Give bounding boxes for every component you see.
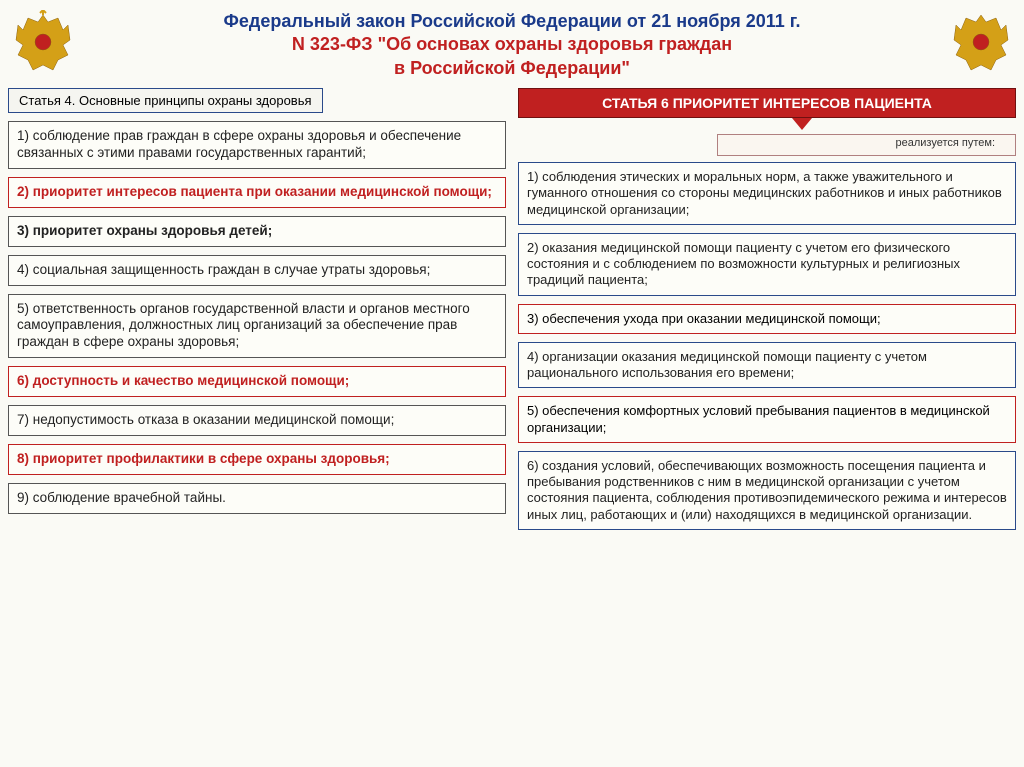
art4-item-1: 1) соблюдение прав граждан в сфере охран… (8, 121, 506, 169)
columns: Статья 4. Основные принципы охраны здоро… (0, 88, 1024, 538)
art6-item-2: 2) оказания медицинской помощи пациенту … (518, 233, 1016, 296)
title-line-2: N 323-ФЗ "Об основах охраны здоровья гра… (80, 33, 944, 56)
column-article-4: Статья 4. Основные принципы охраны здоро… (8, 88, 506, 538)
art6-item-5: 5) обеспечения комфортных условий пребыв… (518, 396, 1016, 443)
art4-item-4: 4) социальная защищенность граждан в слу… (8, 255, 506, 286)
infographic-page: Федеральный закон Российской Федерации о… (0, 0, 1024, 767)
title-line-3: в Российской Федерации" (80, 57, 944, 80)
arrow-down-icon (792, 118, 812, 130)
article6-badge: СТАТЬЯ 6 ПРИОРИТЕТ ИНТЕРЕСОВ ПАЦИЕНТА (518, 88, 1016, 118)
art4-item-8: 8) приоритет профилактики в сфере охраны… (8, 444, 506, 475)
art6-item-4: 4) организации оказания медицинской помо… (518, 342, 1016, 389)
title-line-1: Федеральный закон Российской Федерации о… (80, 10, 944, 33)
art4-item-9: 9) соблюдение врачебной тайны. (8, 483, 506, 514)
art4-item-5: 5) ответственность органов государственн… (8, 294, 506, 359)
art6-item-1: 1) соблюдения этических и моральных норм… (518, 162, 1016, 225)
art4-item-2: 2) приоритет интересов пациента при оказ… (8, 177, 506, 208)
art4-item-7: 7) недопустимость отказа в оказании меди… (8, 405, 506, 436)
art6-item-3: 3) обеспечения ухода при оказании медици… (518, 304, 1016, 334)
header: Федеральный закон Российской Федерации о… (0, 0, 1024, 88)
art6-item-6: 6) создания условий, обеспечивающих возм… (518, 451, 1016, 530)
article6-subtitle: реализуется путем: (717, 134, 1016, 156)
art4-item-3: 3) приоритет охраны здоровья детей; (8, 216, 506, 247)
column-article-6: СТАТЬЯ 6 ПРИОРИТЕТ ИНТЕРЕСОВ ПАЦИЕНТА ре… (518, 88, 1016, 538)
article4-badge: Статья 4. Основные принципы охраны здоро… (8, 88, 323, 113)
art4-item-6: 6) доступность и качество медицинской по… (8, 366, 506, 397)
